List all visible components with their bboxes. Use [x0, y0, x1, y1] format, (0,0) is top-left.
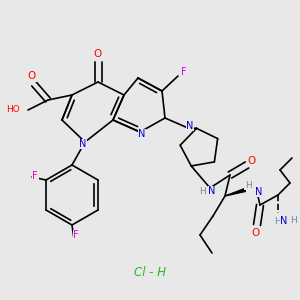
Text: H: H: [274, 217, 281, 226]
Text: O: O: [247, 156, 255, 166]
Text: F: F: [32, 171, 38, 181]
Text: N: N: [255, 187, 262, 197]
Text: H: H: [199, 188, 206, 196]
Text: H: H: [290, 216, 297, 225]
Text: O: O: [28, 71, 36, 81]
Text: N: N: [79, 139, 87, 149]
Text: H: H: [244, 181, 251, 190]
Text: O: O: [94, 49, 102, 59]
Text: F: F: [181, 67, 187, 77]
Text: N: N: [280, 216, 288, 226]
Text: N: N: [208, 186, 216, 196]
Text: F: F: [73, 230, 79, 240]
Text: Cl - H: Cl - H: [134, 266, 166, 278]
Text: O: O: [251, 228, 259, 238]
Polygon shape: [225, 189, 245, 196]
Text: HO: HO: [6, 106, 20, 115]
Text: N: N: [138, 129, 146, 139]
Text: N: N: [186, 121, 194, 131]
